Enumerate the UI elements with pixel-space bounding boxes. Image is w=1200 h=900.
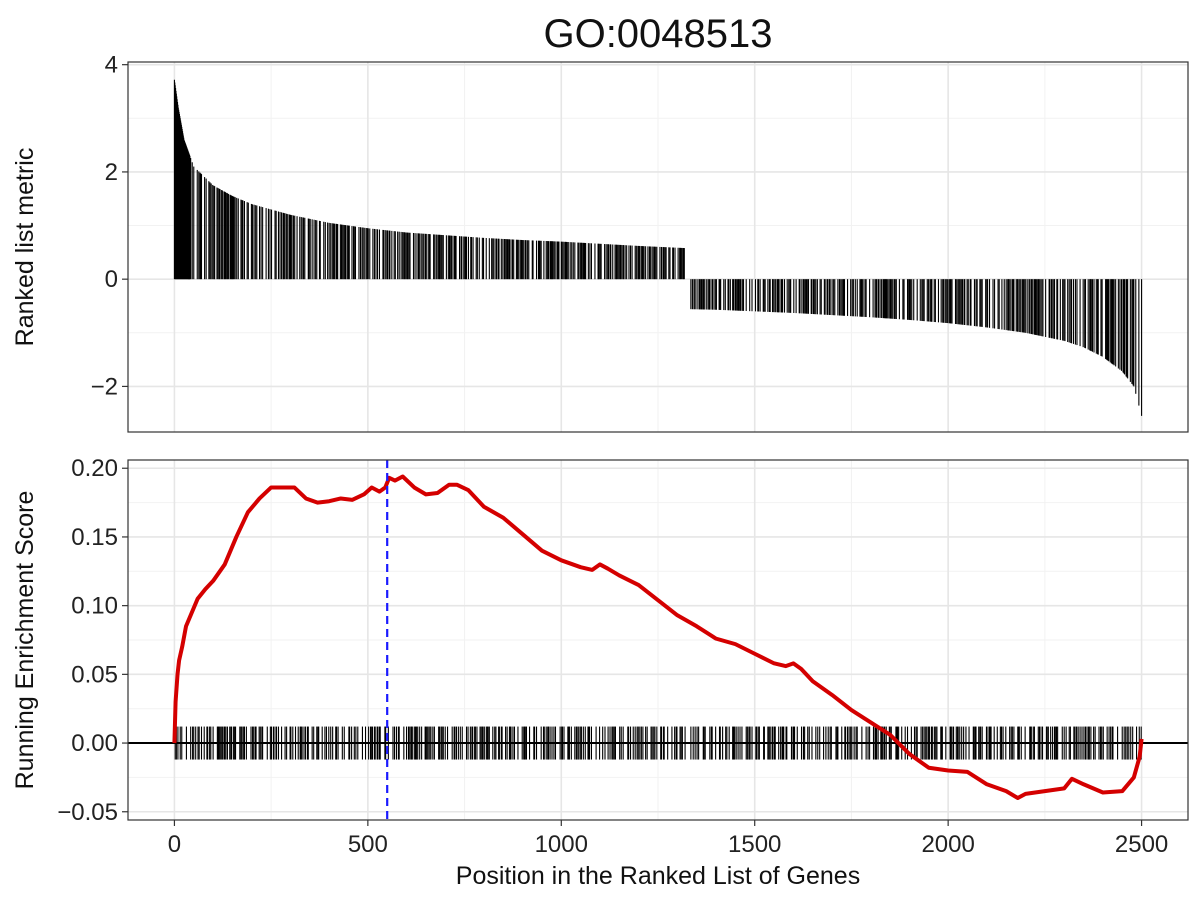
x-tick-label: 1500 [728, 831, 781, 858]
running-es-y-tick-label: 0.20 [71, 455, 118, 482]
ranked-metric-panel-border [127, 61, 1189, 433]
running-es-y-tick-label: −0.05 [57, 799, 118, 826]
running-es-y-axis: −0.05 0.00 0.05 0.10 0.15 0.20 [57, 455, 128, 826]
running-es-panel: −0.05 0.00 0.05 0.10 0.15 0.20 Running Enrich… [11, 455, 1189, 826]
x-tick-label: 2500 [1115, 831, 1168, 858]
x-tick-label: 500 [348, 831, 388, 858]
chart-title: GO:0048513 [543, 12, 772, 56]
ranked-metric-bars [173, 79, 1143, 416]
running-es-y-tick-label: 0.10 [71, 593, 118, 620]
ranked-metric-y-axis: −2 0 2 4 [91, 52, 128, 400]
ranked-metric-y-tick-label: 2 [105, 159, 118, 186]
ranked-metric-y-tick-label: 0 [105, 266, 118, 293]
running-es-line [172, 474, 1144, 801]
running-es-y-tick-label: 0.15 [71, 524, 118, 551]
x-tick-label: 2000 [921, 831, 974, 858]
ranked-metric-y-axis-label: Ranked list metric [11, 148, 39, 347]
running-es-panel-border [127, 459, 1189, 821]
running-es-y-axis-label: Running Enrichment Score [11, 491, 39, 790]
x-axis: 0 500 1000 1500 2000 2500 [168, 820, 1168, 858]
running-es-y-tick-label: 0.05 [71, 661, 118, 688]
ranked-metric-panel: −2 0 2 4 Ranked list metric [11, 52, 1189, 433]
x-tick-label: 0 [168, 831, 181, 858]
running-es-gridlines [128, 460, 1188, 820]
ranked-metric-y-tick-label: −2 [91, 373, 118, 400]
running-es-y-tick-label: 0.00 [71, 730, 118, 757]
x-tick-label: 1000 [535, 831, 588, 858]
x-axis-label: Position in the Ranked List of Genes [456, 862, 860, 890]
ranked-metric-y-tick-label: 4 [105, 52, 118, 79]
